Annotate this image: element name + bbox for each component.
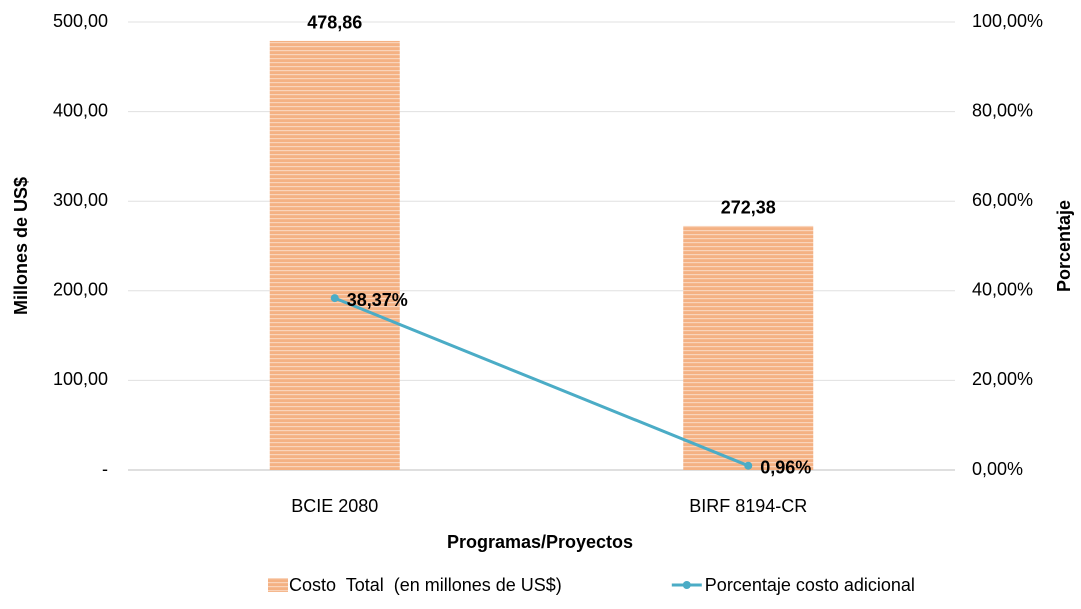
y2-tick-label: 80,00% [972, 100, 1033, 120]
bar [269, 40, 400, 471]
legend-label: Porcentaje costo adicional [705, 575, 915, 595]
y2-tick-label: 60,00% [972, 190, 1033, 210]
y2-tick-label: 40,00% [972, 280, 1033, 300]
x-tick-label: BCIE 2080 [291, 496, 378, 516]
y2-tick-label: 20,00% [972, 369, 1033, 389]
y-axis-title: Millones de US$ [11, 177, 31, 315]
data-label: 0,96% [760, 457, 811, 477]
y2-axis-title: Porcentaje [1054, 200, 1074, 292]
y-tick-label: - [102, 459, 108, 479]
y2-tick-label: 100,00% [972, 11, 1043, 31]
bar [683, 225, 814, 470]
y-tick-label: 300,00 [53, 190, 108, 210]
data-label: 272,38 [721, 198, 776, 218]
y-tick-label: 100,00 [53, 369, 108, 389]
y-tick-label: 500,00 [53, 11, 108, 31]
y2-tick-label: 0,00% [972, 459, 1023, 479]
line-marker [744, 461, 753, 470]
data-label: 38,37% [347, 290, 408, 310]
legend-label: Costo Total (en millones de US$) [289, 575, 562, 595]
y-tick-label: 400,00 [53, 100, 108, 120]
data-label: 478,86 [307, 13, 362, 33]
x-tick-label: BIRF 8194-CR [689, 496, 807, 516]
line-marker [330, 294, 339, 303]
x-axis-title: Programas/Proyectos [447, 532, 633, 552]
line [334, 296, 749, 468]
legend-swatch [268, 578, 288, 592]
y-tick-label: 200,00 [53, 280, 108, 300]
legend-marker [682, 581, 691, 589]
